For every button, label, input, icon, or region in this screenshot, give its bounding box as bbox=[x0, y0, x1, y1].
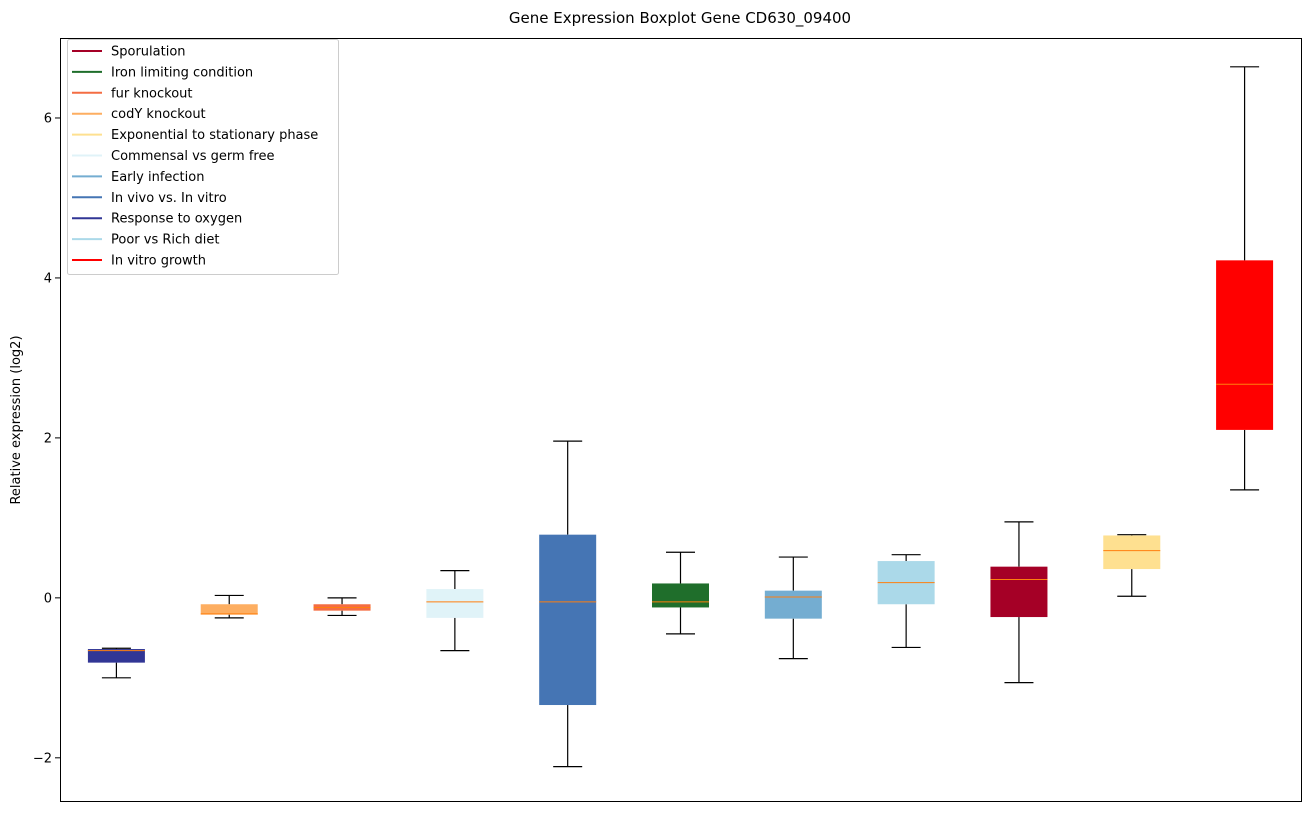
box-iqr bbox=[426, 589, 484, 618]
legend: Sporulation Iron limiting condition fur kn… bbox=[67, 39, 339, 275]
box-iqr bbox=[87, 649, 145, 663]
box-poor-vs-rich-diet bbox=[877, 554, 935, 649]
legend-item: Response to oxygen bbox=[72, 212, 242, 227]
y-axis-label: Relative expression (log2) bbox=[9, 335, 24, 504]
box-cody-knockout bbox=[200, 594, 258, 619]
legend-item: Commensal vs germ free bbox=[72, 149, 274, 164]
legend-frame bbox=[67, 39, 339, 275]
y-tick-label: 2 bbox=[44, 431, 52, 446]
legend-item: codY knockout bbox=[72, 107, 206, 122]
y-tick-label: −2 bbox=[33, 751, 52, 766]
box-sporulation bbox=[990, 521, 1048, 684]
box-iqr bbox=[200, 604, 258, 615]
legend-item: Exponential to stationary phase bbox=[72, 128, 318, 143]
y-tick-label: 4 bbox=[44, 271, 52, 286]
box-iqr bbox=[1216, 260, 1274, 430]
legend-item: Poor vs Rich diet bbox=[72, 233, 219, 248]
legend-label: Response to oxygen bbox=[111, 212, 242, 227]
box-iqr bbox=[990, 566, 1048, 618]
box-iqr bbox=[652, 583, 709, 608]
y-tick-label: 0 bbox=[44, 591, 52, 606]
legend-item: Iron limiting condition bbox=[72, 65, 253, 80]
legend-label: Commensal vs germ free bbox=[111, 149, 274, 164]
y-tick-label: 6 bbox=[44, 111, 52, 126]
legend-label: Early infection bbox=[111, 170, 204, 185]
box-iqr bbox=[539, 534, 597, 706]
box-iron-limiting-condition bbox=[652, 551, 709, 635]
legend-label: Iron limiting condition bbox=[111, 65, 253, 80]
legend-label: In vivo vs. In vitro bbox=[111, 191, 227, 206]
chart-title: Gene Expression Boxplot Gene CD630_09400 bbox=[509, 9, 851, 28]
box-fur-knockout bbox=[313, 597, 371, 617]
box-in-vivo-vs-in-vitro bbox=[539, 440, 597, 768]
legend-label: Poor vs Rich diet bbox=[111, 233, 219, 248]
legend-label: codY knockout bbox=[111, 107, 206, 122]
box-exponential-to-stationary-phase bbox=[1103, 534, 1161, 597]
box-early-infection bbox=[764, 556, 822, 660]
box-in-vitro-growth bbox=[1216, 66, 1274, 491]
plot-frame bbox=[60, 38, 1302, 802]
legend-item: In vitro growth bbox=[72, 254, 206, 269]
legend-item: Early infection bbox=[72, 170, 204, 185]
legend-label: In vitro growth bbox=[111, 254, 206, 269]
legend-label: Sporulation bbox=[111, 45, 186, 60]
box-response-to-oxygen bbox=[87, 647, 145, 679]
box-commensal-vs-germ-free bbox=[426, 570, 484, 652]
y-axis: −2 0 2 4 6 bbox=[33, 111, 60, 766]
legend-item: fur knockout bbox=[72, 86, 193, 101]
legend-label: fur knockout bbox=[111, 86, 193, 101]
box-iqr bbox=[1103, 535, 1161, 570]
legend-label: Exponential to stationary phase bbox=[111, 128, 318, 143]
legend-item: Sporulation bbox=[72, 45, 186, 60]
legend-item: In vivo vs. In vitro bbox=[72, 191, 227, 206]
box-iqr bbox=[764, 590, 822, 619]
